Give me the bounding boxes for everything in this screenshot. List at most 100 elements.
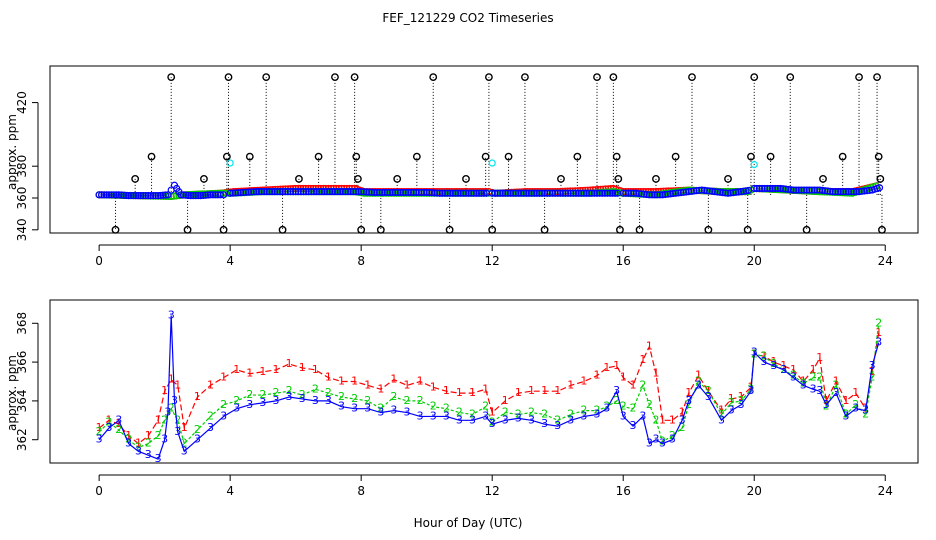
series-2-marker: 2 [594, 404, 601, 417]
series-3-marker: 3 [669, 433, 676, 446]
series-3-point [700, 186, 709, 194]
series-3-point [459, 189, 467, 197]
series-3-point [661, 190, 669, 199]
series-3-point [201, 191, 210, 199]
series-3-marker: 3 [652, 433, 659, 446]
top-x-tick-label: 8 [357, 254, 365, 268]
series-3-point [229, 189, 237, 197]
series-3-point [95, 191, 103, 199]
spike-point [376, 225, 385, 234]
series-3-point [360, 188, 368, 196]
spike-point [557, 175, 565, 183]
bottom-x-tick-label: 20 [747, 484, 762, 498]
series-3-marker: 3 [145, 448, 152, 461]
series-3-marker: 3 [135, 444, 142, 457]
series-3-point [779, 185, 787, 193]
series-3-point [182, 191, 190, 199]
series-1-marker: 1 [528, 384, 535, 397]
cyan-point [226, 159, 234, 167]
series-3-point [415, 188, 423, 197]
series-3-point [220, 191, 228, 199]
series-3-point [865, 186, 874, 194]
series-2-point [846, 189, 854, 197]
series-3-marker: 3 [594, 407, 601, 420]
series-3-point [666, 190, 674, 198]
series-3-point [132, 192, 140, 200]
series-3-point [216, 191, 224, 199]
series-3-point [357, 188, 365, 196]
series-2-line [98, 323, 880, 449]
series-3-point [313, 188, 321, 196]
series-3-point [829, 188, 837, 196]
series-1-marker: 1 [613, 359, 620, 372]
series-3-point [315, 188, 323, 196]
top-y-tick-label: 340 [15, 218, 29, 241]
series-3-point [575, 189, 583, 197]
series-3-point [125, 192, 133, 200]
series-1-marker: 1 [312, 363, 319, 376]
series-3-point [601, 189, 609, 197]
x-axis-label: Hour of Day (UTC) [414, 516, 523, 530]
series-2-marker: 2 [685, 398, 692, 411]
series-3-point [354, 188, 363, 196]
spike-point [750, 73, 759, 82]
spike-point [111, 225, 120, 234]
spike-point [393, 175, 402, 183]
series-3-point [664, 190, 672, 198]
series-1-marker: 1 [554, 384, 561, 397]
series-3-point [323, 188, 331, 196]
series-3-marker: 3 [567, 413, 574, 426]
series-3-point [331, 188, 339, 196]
series-3-point [391, 188, 399, 197]
series-3-point [389, 188, 397, 197]
series-3-marker: 3 [115, 413, 122, 426]
series-3-point [627, 189, 635, 197]
series-1-marker: 1 [842, 394, 849, 407]
series-3-marker: 3 [364, 402, 371, 415]
series-1-marker: 1 [679, 406, 686, 419]
series-1-marker: 1 [652, 367, 659, 380]
series-3-point [703, 187, 711, 195]
series-2-marker: 2 [695, 375, 702, 388]
series-2-marker: 2 [246, 388, 253, 401]
series-3-point [470, 189, 478, 197]
series-3-point [147, 192, 155, 200]
series-2-marker: 2 [482, 400, 489, 413]
series-2-marker: 2 [390, 390, 397, 403]
top-x-tick-label: 20 [747, 254, 762, 268]
series-3-point [622, 189, 630, 197]
series-1-marker: 1 [659, 413, 666, 426]
series-3-marker: 3 [181, 444, 188, 457]
series-3-point [810, 186, 819, 194]
series-1-marker: 1 [823, 394, 830, 407]
series-3-point [430, 189, 439, 197]
series-1-marker: 1 [770, 355, 777, 368]
series-3-point [438, 189, 447, 197]
series-3-point [800, 186, 808, 194]
series-3-point [234, 189, 242, 197]
series-3-point [404, 188, 412, 197]
series-2-marker: 2 [613, 394, 620, 407]
series-3-point [580, 189, 588, 197]
series-3-point [441, 189, 449, 197]
spike-point [352, 152, 361, 161]
bottom-x-tick-label: 4 [226, 484, 234, 498]
series-3-marker: 3 [800, 378, 807, 391]
series-2-marker: 2 [515, 407, 522, 420]
series-3-point [446, 189, 454, 197]
series-3-marker: 3 [351, 402, 358, 415]
series-2-marker: 2 [489, 415, 496, 428]
series-2-marker: 2 [377, 402, 384, 415]
spike-point [876, 175, 885, 183]
series-3-point [834, 188, 842, 196]
series-3-point [451, 189, 460, 197]
series-3-point [328, 188, 336, 196]
series-3-point [732, 188, 740, 196]
series-2-marker: 2 [567, 407, 574, 420]
series-3-point [651, 191, 659, 199]
spike-point [540, 225, 549, 234]
series-3-point [750, 184, 758, 193]
series-3-marker: 3 [443, 409, 450, 422]
